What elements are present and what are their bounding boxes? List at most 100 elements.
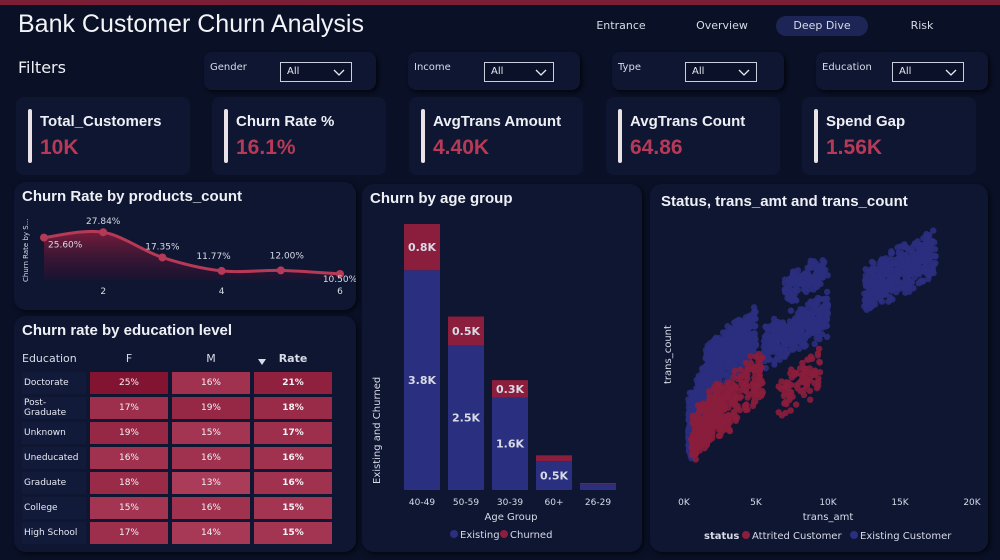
churned-bar[interactable]: [536, 455, 572, 462]
products-churn-data-label: 12.00%: [270, 251, 305, 261]
col-rate[interactable]: Rate: [278, 351, 308, 365]
gender-select[interactable]: All: [280, 62, 352, 82]
existing-point: [718, 367, 725, 375]
existing-point: [817, 295, 824, 303]
attrited-point: [792, 401, 800, 408]
scatter-chart: trans_count trans_amt status Attrited Cu…: [663, 227, 982, 542]
table-row[interactable]: Unknown 19% 15% 17%: [22, 422, 332, 444]
existing-point: [903, 253, 910, 260]
churned-data-label: 0.5K: [452, 325, 480, 338]
existing-point: [703, 356, 711, 363]
existing-bar[interactable]: [536, 461, 572, 490]
products-churn-point[interactable]: [217, 266, 226, 275]
existing-point: [887, 266, 895, 273]
existing-point: [810, 258, 818, 265]
products-churn-data-label: 25.60%: [48, 241, 83, 251]
existing-point: [890, 259, 897, 267]
attrited-point: [795, 379, 803, 387]
nav-risk[interactable]: Risk: [910, 19, 934, 32]
table-row[interactable]: High School 17% 14% 15%: [22, 522, 332, 544]
existing-point: [768, 345, 775, 352]
nav-entrance[interactable]: Entrance: [596, 19, 646, 32]
education-select[interactable]: All: [892, 62, 964, 82]
legend-churned-label: Churned: [510, 530, 552, 541]
attrited-point: [718, 395, 725, 402]
existing-point: [760, 348, 768, 355]
churned-bar[interactable]: [492, 380, 528, 398]
existing-point: [797, 306, 804, 313]
existing-point: [810, 303, 817, 311]
churned-bar[interactable]: [404, 224, 440, 271]
type-select[interactable]: All: [685, 62, 757, 82]
existing-point: [703, 374, 711, 382]
kpi-accent-bar: [28, 109, 32, 163]
attrited-point: [731, 367, 739, 375]
f-rate-cell: 19%: [90, 422, 168, 444]
existing-point: [777, 346, 784, 353]
kpi-value: 64.86: [630, 136, 683, 159]
attrited-point: [700, 427, 708, 435]
churned-bar[interactable]: [448, 316, 484, 346]
kpi-avg-trans-count: AvgTrans Count 64.86: [606, 97, 780, 175]
existing-point: [728, 327, 736, 334]
nav-overview[interactable]: Overview: [696, 19, 748, 32]
products-churn-point[interactable]: [40, 233, 48, 242]
existing-point: [801, 280, 808, 287]
age-group-xtick: 26-29: [585, 498, 611, 508]
existing-point: [784, 291, 792, 298]
existing-point: [740, 322, 747, 330]
col-education[interactable]: Education: [22, 351, 77, 365]
col-f[interactable]: F: [125, 351, 133, 365]
existing-point: [784, 323, 791, 330]
table-row[interactable]: Post-Graduate 17% 19% 18%: [22, 397, 332, 419]
existing-point: [806, 275, 813, 282]
kpi-accent-bar: [618, 109, 622, 163]
age-group-xtick: 60+: [545, 498, 564, 508]
existing-point: [712, 343, 719, 350]
attrited-point: [752, 381, 760, 389]
kpi-label: Churn Rate %: [236, 113, 335, 130]
attrited-point: [732, 414, 740, 422]
existing-data-label: 2.5K: [452, 412, 480, 425]
existing-point: [807, 311, 814, 319]
existing-bar[interactable]: [580, 484, 616, 490]
nav-deep-dive[interactable]: Deep Dive: [776, 16, 868, 36]
existing-point: [816, 335, 823, 343]
table-row[interactable]: College 15% 16% 15%: [22, 497, 332, 519]
attrited-point: [719, 405, 726, 413]
existing-bar[interactable]: [404, 270, 440, 490]
products-churn-point[interactable]: [276, 266, 285, 275]
sort-desc-icon[interactable]: [257, 358, 267, 366]
f-rate-cell: 18%: [90, 472, 168, 494]
attrited-point: [742, 359, 750, 367]
products-churn-point[interactable]: [158, 253, 167, 262]
attrited-point: [708, 432, 716, 439]
attrited-point: [703, 414, 711, 421]
existing-point: [888, 278, 895, 285]
education-label-cell: Doctorate: [22, 372, 86, 394]
table-row[interactable]: Uneducated 16% 16% 16%: [22, 447, 332, 469]
churned-bar[interactable]: [580, 483, 616, 485]
products-churn-point[interactable]: [99, 228, 108, 237]
existing-point: [745, 329, 752, 336]
col-m[interactable]: M: [206, 351, 216, 365]
existing-point: [705, 344, 712, 351]
existing-point: [727, 340, 734, 347]
attrited-point: [813, 384, 821, 392]
existing-point: [824, 288, 831, 296]
existing-bar[interactable]: [448, 345, 484, 490]
existing-point: [918, 242, 926, 249]
products-churn-panel: Churn Rate by products_count Churn Rate …: [14, 182, 356, 310]
table-row[interactable]: Graduate 18% 13% 16%: [22, 472, 332, 494]
attrited-point: [721, 419, 728, 427]
income-select[interactable]: All: [484, 62, 554, 82]
attrited-point: [715, 432, 722, 440]
age-group-xlabel: Age Group: [485, 512, 538, 523]
filters-label: Filters: [18, 58, 66, 77]
churned-data-label: 0.3K: [496, 383, 524, 396]
existing-data-label: 3.8K: [408, 374, 436, 387]
table-row[interactable]: Doctorate 25% 16% 21%: [22, 372, 332, 394]
existing-point: [686, 424, 693, 431]
products-churn-point[interactable]: [336, 269, 344, 278]
existing-bar[interactable]: [492, 397, 528, 490]
